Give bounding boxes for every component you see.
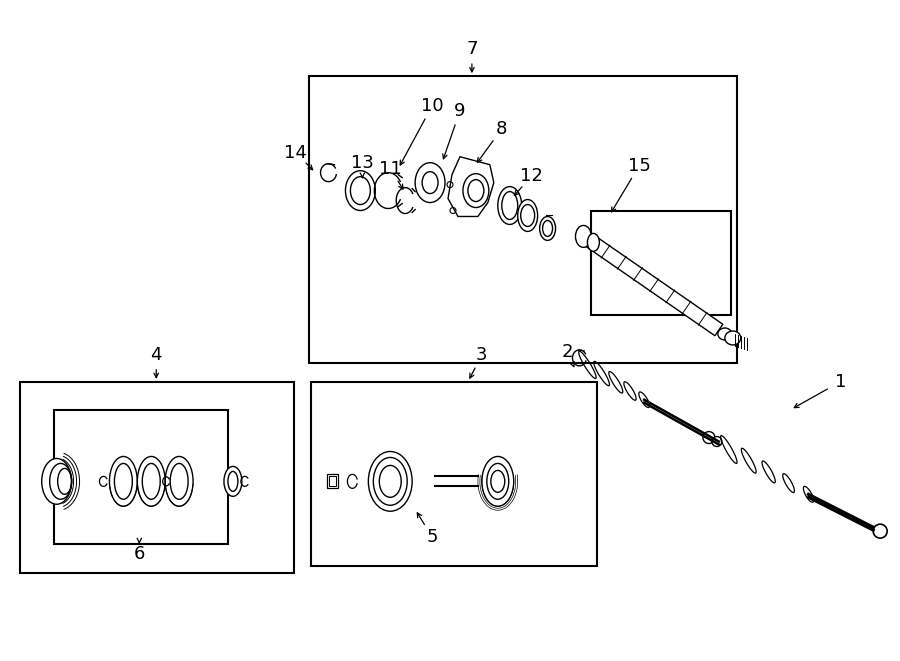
- Ellipse shape: [368, 451, 412, 511]
- Bar: [327, 475, 338, 488]
- Text: 1: 1: [834, 373, 846, 391]
- Polygon shape: [585, 235, 723, 336]
- Ellipse shape: [712, 436, 722, 447]
- Polygon shape: [448, 157, 494, 217]
- Ellipse shape: [170, 463, 188, 499]
- Bar: [328, 477, 337, 486]
- Bar: [309, 76, 737, 363]
- Text: 5: 5: [427, 528, 437, 546]
- Text: 10: 10: [421, 97, 444, 115]
- Ellipse shape: [543, 221, 553, 237]
- Ellipse shape: [415, 163, 445, 202]
- Ellipse shape: [540, 217, 555, 241]
- Ellipse shape: [482, 457, 514, 506]
- Text: 6: 6: [133, 545, 145, 563]
- Ellipse shape: [487, 463, 508, 499]
- Ellipse shape: [142, 463, 160, 499]
- Ellipse shape: [114, 463, 132, 499]
- Ellipse shape: [166, 457, 194, 506]
- Bar: [20, 382, 293, 573]
- Bar: [54, 410, 228, 544]
- Text: 4: 4: [150, 346, 162, 364]
- Ellipse shape: [575, 225, 591, 247]
- Text: 14: 14: [284, 143, 307, 162]
- Text: 13: 13: [351, 154, 374, 172]
- Ellipse shape: [518, 200, 537, 231]
- Text: 12: 12: [520, 167, 543, 184]
- Ellipse shape: [703, 432, 715, 444]
- Text: 15: 15: [628, 157, 651, 175]
- Ellipse shape: [502, 192, 518, 219]
- Text: 11: 11: [379, 160, 401, 178]
- Ellipse shape: [346, 171, 375, 210]
- Ellipse shape: [138, 457, 166, 506]
- Circle shape: [873, 524, 887, 538]
- Ellipse shape: [468, 180, 484, 202]
- Ellipse shape: [463, 174, 489, 208]
- Bar: [310, 382, 598, 566]
- Ellipse shape: [224, 467, 242, 496]
- Text: 3: 3: [476, 346, 488, 364]
- Ellipse shape: [110, 457, 138, 506]
- Text: 8: 8: [496, 120, 508, 138]
- Text: 7: 7: [466, 40, 478, 58]
- Ellipse shape: [41, 459, 72, 504]
- Text: 9: 9: [454, 102, 465, 120]
- Ellipse shape: [374, 457, 407, 505]
- Ellipse shape: [228, 471, 238, 491]
- Ellipse shape: [588, 233, 599, 251]
- Bar: [591, 210, 731, 315]
- Ellipse shape: [724, 331, 741, 345]
- Text: 2: 2: [562, 343, 573, 361]
- Ellipse shape: [521, 204, 535, 227]
- Ellipse shape: [498, 186, 522, 225]
- Ellipse shape: [718, 328, 732, 340]
